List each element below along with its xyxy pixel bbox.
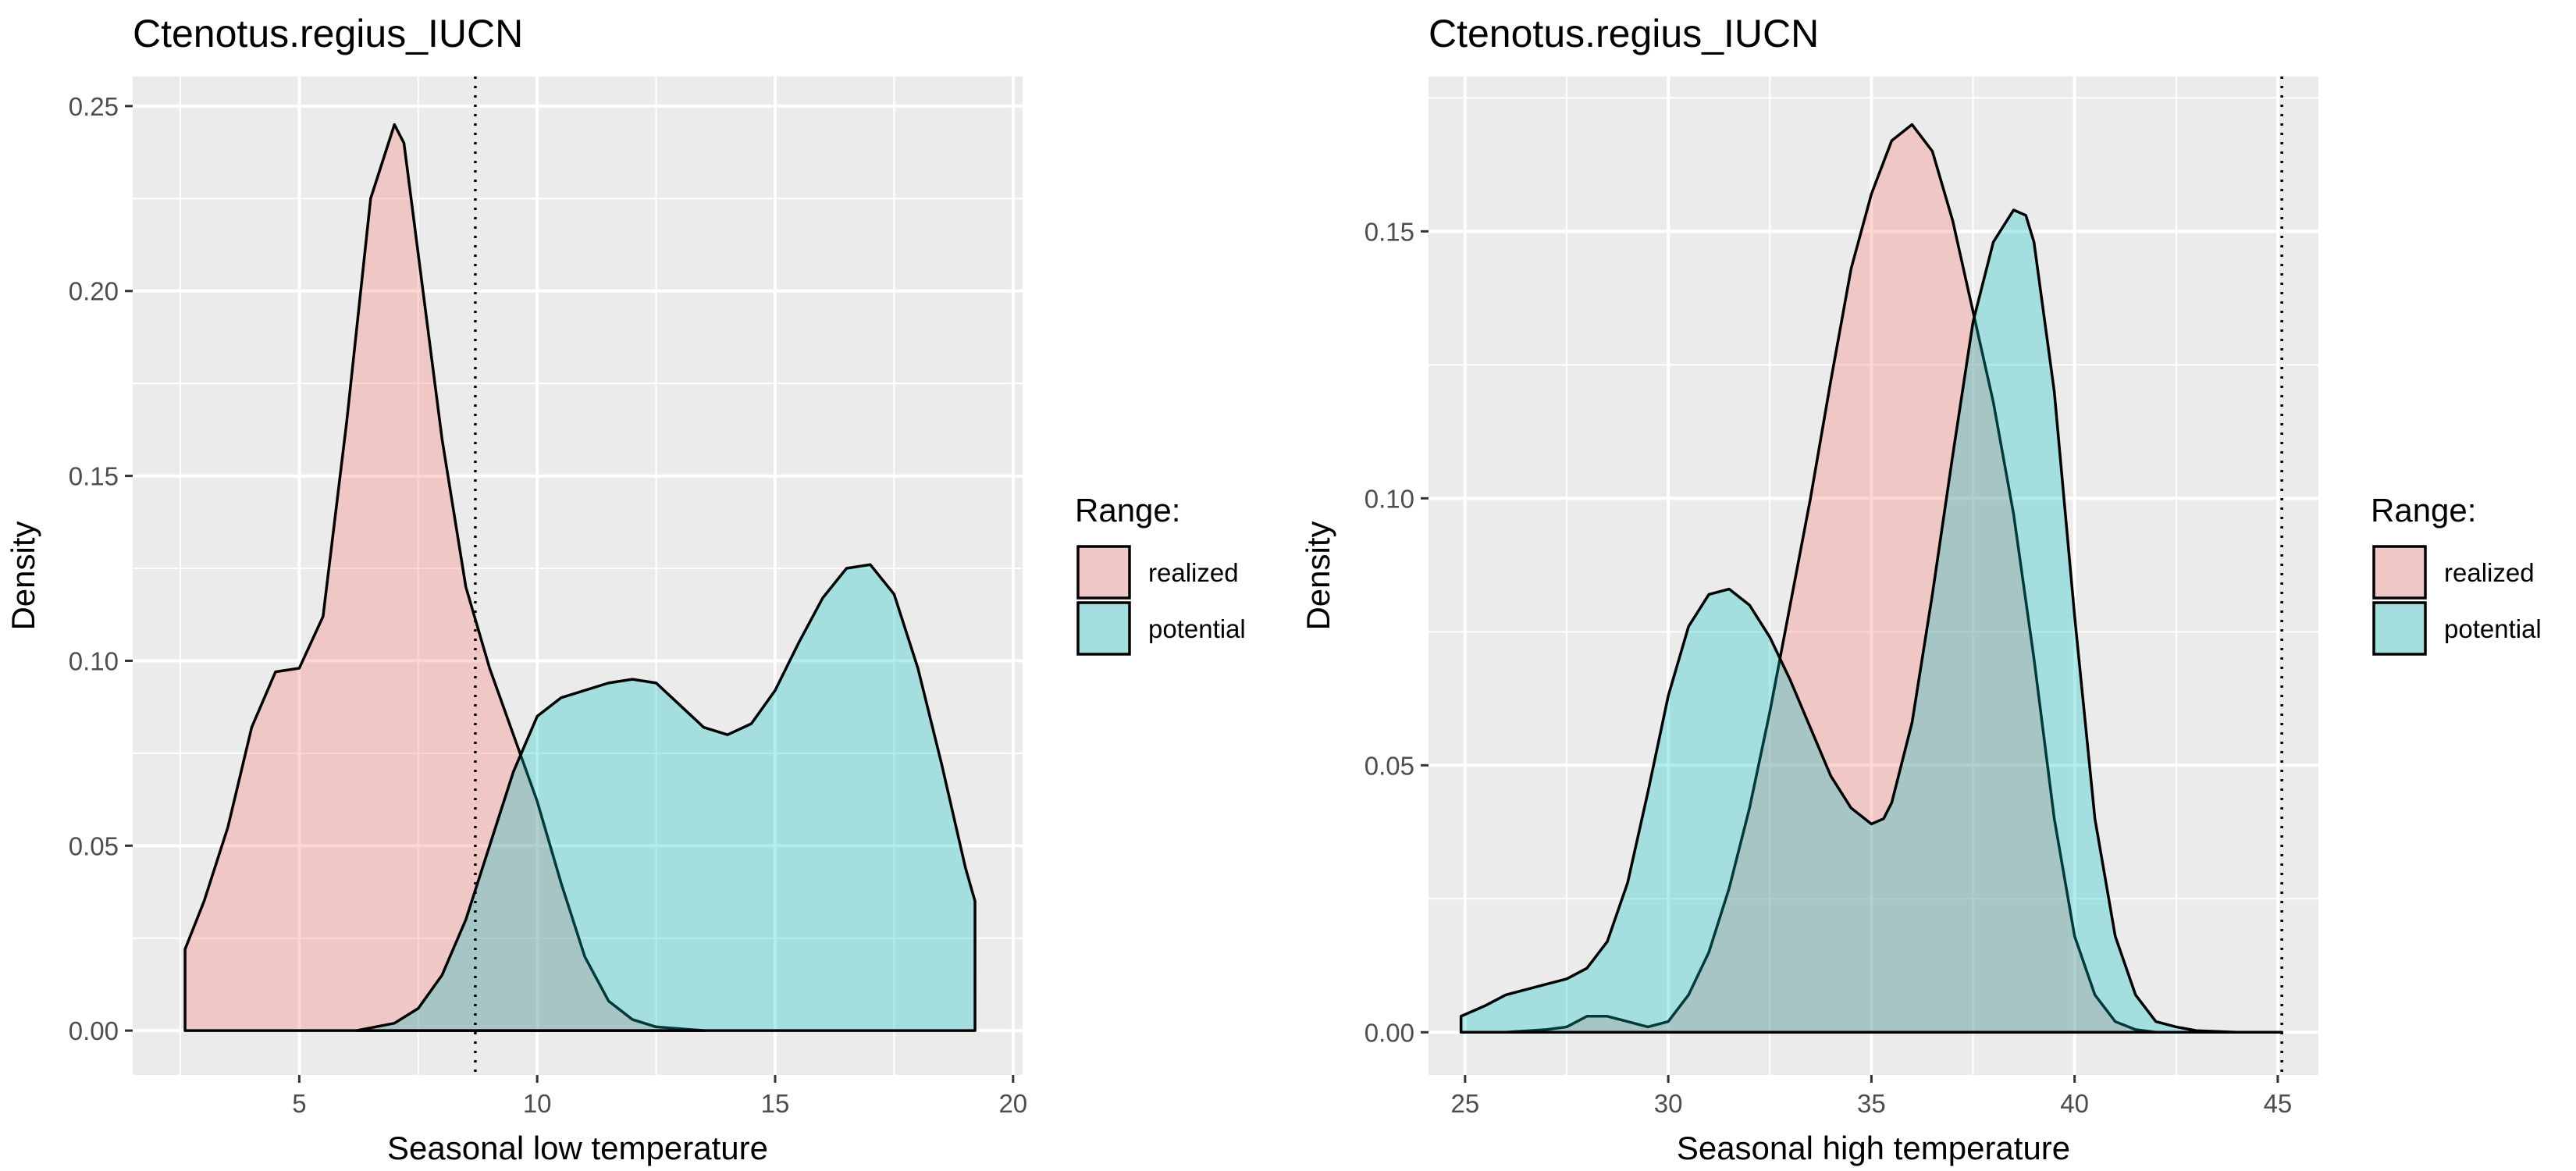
x-tick-label: 40 [2060,1089,2089,1118]
y-tick-label: 0.10 [1364,484,1414,513]
legend-title: Range: [2371,492,2476,529]
legend-key-background [1078,603,1130,654]
y-tick-label: 0.05 [1364,751,1414,780]
y-tick-label: 0.05 [69,831,119,860]
legend-key-background [2374,603,2425,654]
x-axis-title: Seasonal low temperature [387,1130,768,1166]
density-area-realized [1459,123,2283,1034]
x-tick-label: 25 [1450,1089,1479,1118]
x-tick-label: 10 [523,1089,552,1118]
legend-key-realized [1076,545,1131,600]
x-tick-label: 35 [1857,1089,1886,1118]
legend-key-realized [2372,545,2427,600]
chart-title: Ctenotus.regius_IUCN [1429,12,1819,55]
legend-label-potential: potential [1148,614,1246,643]
density-area-potential [354,563,977,1032]
density-area-realized [183,123,706,1032]
y-tick-label: 0.00 [1364,1018,1414,1047]
legend-label-realized: realized [2444,558,2535,587]
legend: Range: realized potential [2371,492,2542,656]
x-tick-label: 30 [1654,1089,1683,1118]
y-tick-label: 0.15 [1364,217,1414,246]
chart-title: Ctenotus.regius_IUCN [133,12,523,55]
y-tick-label: 0.20 [69,277,119,306]
legend: Range: realized potential [1075,492,1246,656]
density-area-potential [1459,208,2283,1034]
x-axis-title: Seasonal high temperature [1677,1130,2070,1166]
legend-key-background [2374,546,2425,598]
legend-key-potential [2372,601,2427,656]
plot-background [133,77,1023,1075]
y-tick-label: 0.00 [69,1016,119,1045]
chart-panel-1: 5 10 15 20 0.00 0.05 0.10 0.15 0.20 0.25 Ctenotus.… [5,12,1246,1166]
x-tick-label: 20 [998,1089,1027,1118]
legend-key-potential [1076,601,1131,656]
legend-key-background [1078,546,1130,598]
y-tick-label: 0.10 [69,646,119,675]
y-tick-label: 0.25 [69,92,119,121]
x-tick-label: 45 [2264,1089,2293,1118]
legend-label-realized: realized [1148,558,1239,587]
x-tick-label: 5 [292,1089,306,1118]
plot-background [1429,77,2318,1075]
legend-title: Range: [1075,492,1180,529]
x-tick-label: 15 [761,1089,790,1118]
chart-panel-2: 25 30 35 40 45 0.00 0.05 0.10 0.15 Ctenotus.regiu… [1300,12,2542,1166]
y-tick-label: 0.15 [69,462,119,491]
legend-label-potential: potential [2444,614,2542,643]
y-axis-title: Density [5,521,41,630]
y-axis-title: Density [1300,521,1336,630]
